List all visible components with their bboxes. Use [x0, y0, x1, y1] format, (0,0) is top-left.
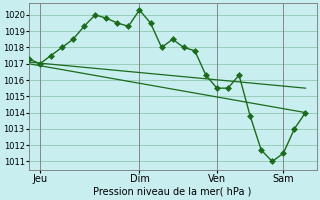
X-axis label: Pression niveau de la mer( hPa ): Pression niveau de la mer( hPa ): [93, 187, 252, 197]
